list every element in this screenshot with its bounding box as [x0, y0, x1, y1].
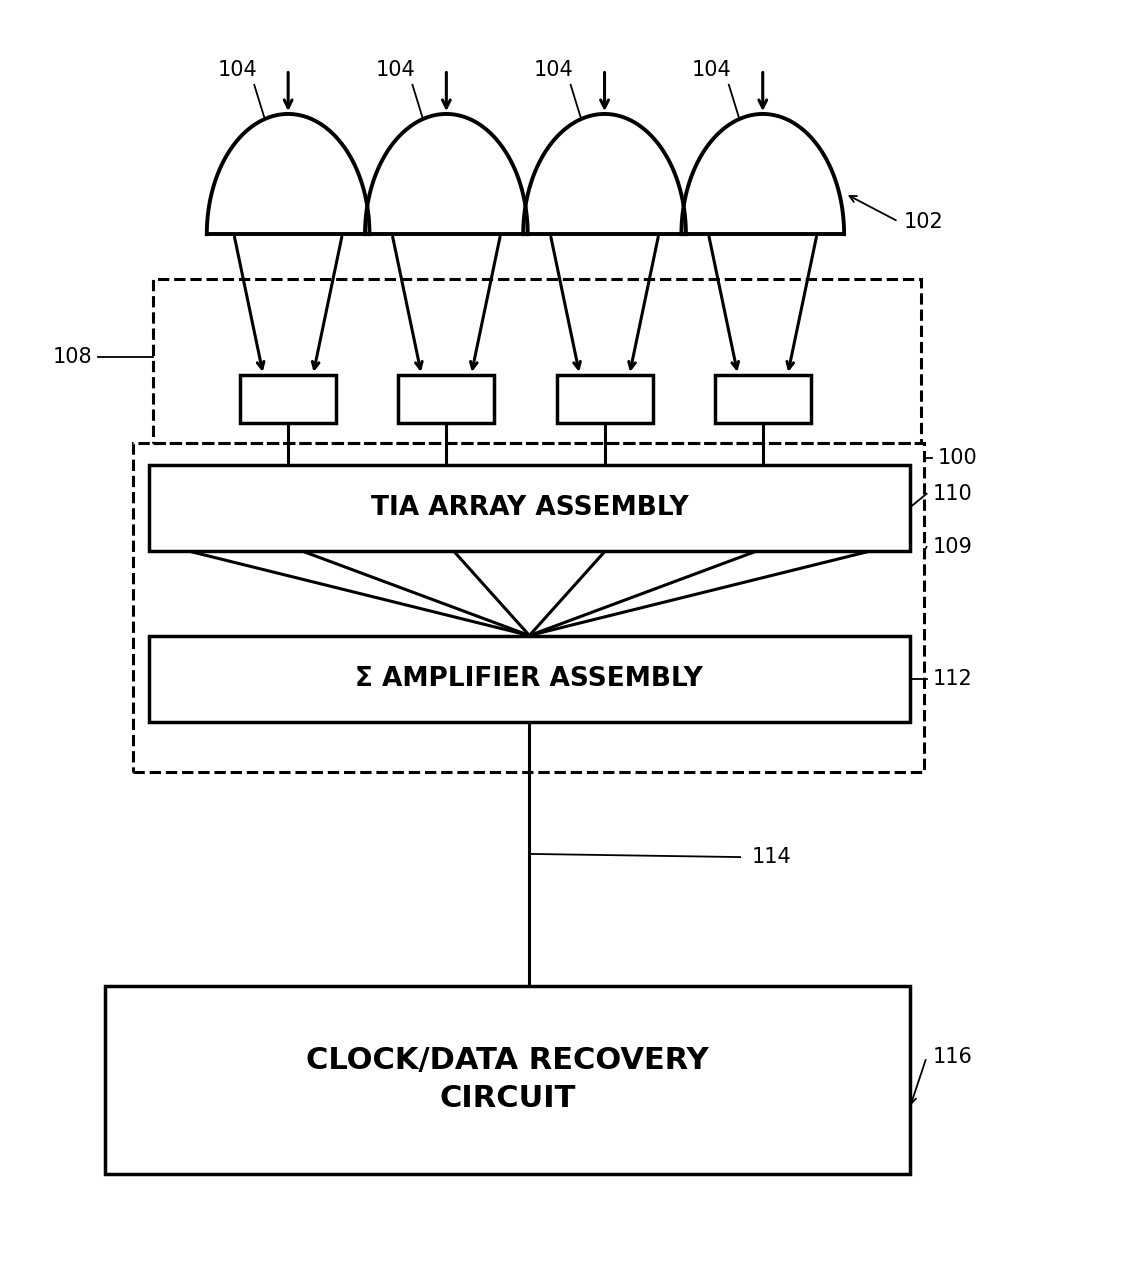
Text: 104: 104	[375, 60, 416, 80]
Text: 109: 109	[932, 537, 972, 557]
Text: 102: 102	[904, 211, 944, 232]
Polygon shape	[365, 114, 528, 234]
Text: 116: 116	[932, 1047, 972, 1067]
Polygon shape	[523, 114, 686, 234]
Text: 104: 104	[217, 60, 258, 80]
Bar	[149, 465, 910, 551]
Bar	[149, 636, 910, 722]
Polygon shape	[681, 114, 844, 234]
Text: TIA ARRAY ASSEMBLY: TIA ARRAY ASSEMBLY	[371, 495, 688, 520]
Text: 112: 112	[932, 668, 972, 689]
Text: 104: 104	[533, 60, 574, 80]
Bar	[399, 375, 495, 423]
Text: 114: 114	[751, 847, 791, 867]
Text: CLOCK/DATA RECOVERY
CIRCUIT: CLOCK/DATA RECOVERY CIRCUIT	[306, 1046, 709, 1114]
Bar	[133, 443, 924, 772]
Bar	[153, 279, 921, 443]
Text: Σ AMPLIFIER ASSEMBLY: Σ AMPLIFIER ASSEMBLY	[356, 666, 703, 691]
Text: 108: 108	[53, 347, 93, 367]
Text: 110: 110	[932, 484, 972, 504]
Bar	[557, 375, 653, 423]
Polygon shape	[207, 114, 370, 234]
Bar	[240, 375, 337, 423]
Bar	[715, 375, 810, 423]
Text: 104: 104	[692, 60, 732, 80]
Text: 106: 106	[746, 465, 785, 485]
Text: 106: 106	[503, 465, 542, 485]
Text: 100: 100	[938, 448, 977, 468]
Bar	[105, 986, 910, 1174]
Text: 106: 106	[333, 465, 373, 485]
Text: 106: 106	[166, 465, 206, 485]
